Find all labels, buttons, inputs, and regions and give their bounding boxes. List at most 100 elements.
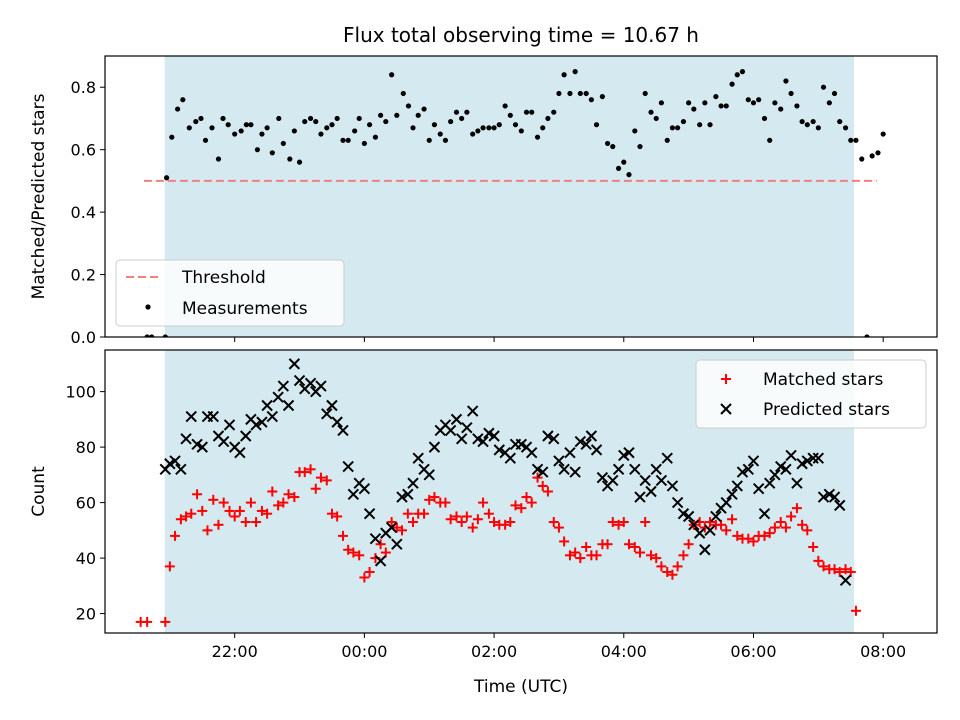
matched-point	[391, 522, 402, 533]
matched-point	[797, 519, 808, 530]
matched-point	[289, 492, 300, 503]
measurement-point	[437, 131, 443, 137]
legend: Threshold Measurements	[115, 259, 345, 327]
bottom-panel: 22:00 00:00 02:00 04:00 06:00 08:00 20 40 60 80 10…	[29, 349, 938, 661]
measurement-point	[848, 137, 854, 143]
legend-threshold-label: Threshold	[181, 268, 266, 288]
measurement-point	[502, 103, 508, 109]
matched-point	[591, 550, 602, 561]
matched-point	[553, 522, 564, 533]
measurement-point	[448, 118, 454, 125]
predicted-point	[288, 358, 301, 370]
predicted-point	[326, 399, 338, 412]
measurement-point	[334, 115, 340, 122]
measurement-point	[162, 334, 168, 337]
predicted-point	[342, 460, 354, 473]
measurement-point	[361, 140, 367, 147]
predicted-point	[488, 430, 500, 442]
matched-point	[640, 517, 651, 528]
measurement-point	[831, 90, 838, 97]
legend-matched-label: Matched stars	[763, 370, 883, 390]
predicted-point	[736, 466, 749, 478]
measurement-point	[788, 90, 794, 97]
measurement-point	[875, 150, 881, 156]
predicted-point	[266, 410, 279, 423]
matched-point	[775, 517, 786, 528]
measurement-point	[264, 125, 270, 131]
measurement-point	[626, 172, 632, 178]
measurement-point	[287, 156, 293, 162]
measurement-point	[632, 128, 638, 134]
predicted-point	[261, 399, 273, 412]
measurement-point	[405, 103, 412, 109]
matched-point	[845, 566, 856, 577]
measurement-point	[718, 103, 724, 109]
predicted-point	[466, 405, 479, 417]
measurement-point	[400, 90, 406, 97]
matched-point	[526, 497, 537, 508]
measurement-point	[470, 131, 476, 137]
top-panel: 0.0 0.2 0.4 0.6 0.8 Matched/Predicted stars Th…	[29, 55, 938, 347]
measurement-point	[739, 69, 746, 75]
matched-point	[240, 517, 251, 528]
matched-point	[202, 525, 213, 536]
measurement-point	[193, 118, 199, 125]
measurement-point	[269, 150, 275, 156]
measurement-point	[707, 122, 713, 128]
measurement-point	[772, 100, 778, 106]
measurement-point	[637, 143, 643, 150]
predicted-point	[374, 555, 387, 567]
matched-point	[197, 505, 208, 516]
predicted-point	[791, 477, 803, 489]
matched-point	[581, 541, 592, 552]
measurement-point	[378, 112, 384, 118]
matched-point	[229, 511, 240, 522]
matched-point	[170, 530, 181, 541]
matched-point	[813, 555, 824, 566]
predicted-point	[688, 519, 700, 531]
measurement-point	[621, 159, 627, 165]
measurement-point	[186, 125, 192, 131]
measurement-point	[238, 128, 244, 134]
predicted-point	[574, 435, 587, 448]
predicted-point	[234, 446, 246, 459]
measurement-point	[307, 115, 314, 122]
predicted-point	[785, 449, 797, 462]
matched-point	[489, 517, 500, 528]
measurement-point	[215, 156, 222, 162]
measurement-point	[837, 118, 843, 125]
measurement-point	[697, 122, 703, 128]
y-tick-label: 40	[76, 549, 96, 568]
series-matched-stars	[135, 464, 861, 627]
y-tick-label: 0.2	[71, 266, 96, 285]
predicted-point	[742, 463, 754, 476]
matched-point	[402, 508, 413, 519]
matched-point	[570, 547, 581, 558]
matched-point	[769, 522, 780, 533]
matched-point	[208, 494, 219, 505]
predicted-point	[396, 491, 408, 503]
matched-point	[461, 511, 472, 522]
predicted-point	[569, 466, 581, 478]
measurement-point	[225, 122, 231, 128]
matched-point	[721, 525, 732, 536]
measurement-point	[648, 109, 654, 115]
measurement-point	[518, 128, 524, 134]
matched-point	[375, 539, 386, 550]
measurement-point	[291, 128, 297, 134]
matched-point	[354, 550, 365, 561]
measurement-point	[352, 128, 358, 134]
predicted-point	[337, 424, 349, 437]
measurement-point	[202, 137, 209, 143]
legend: Matched stars Predicted stars	[695, 359, 927, 429]
legend-measurements-label: Measurements	[182, 299, 308, 319]
matched-point	[424, 494, 435, 505]
measurement-point	[664, 137, 670, 143]
measurement-point	[713, 93, 719, 100]
y-tick-label: 0.0	[71, 328, 96, 347]
matched-point	[380, 547, 391, 558]
measurement-point	[734, 72, 740, 78]
predicted-point	[801, 455, 814, 467]
predicted-point	[548, 433, 560, 445]
measurement-point	[169, 134, 175, 140]
